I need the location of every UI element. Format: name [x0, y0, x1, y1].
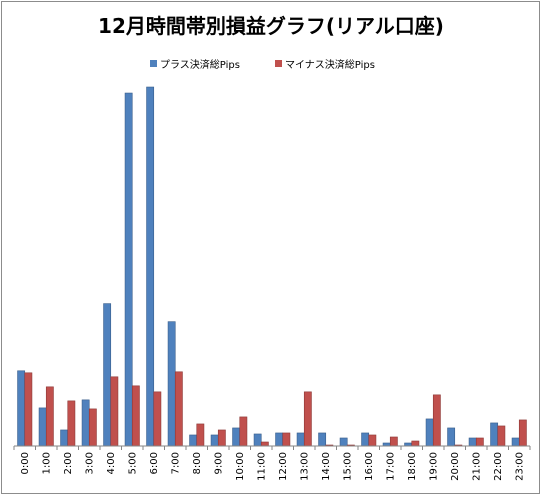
x-tick-label: 21:00	[471, 452, 482, 481]
bar-plus-1400	[318, 432, 327, 447]
bar-plus-700	[167, 321, 176, 447]
x-tick-label: 5:00	[127, 452, 138, 474]
bar-plus-200	[60, 429, 69, 447]
legend-label-plus: プラス決済総Pips	[160, 60, 240, 71]
x-tick-label: 2:00	[63, 452, 74, 474]
bar-plus-600	[146, 86, 155, 447]
x-tick-label: 16:00	[364, 452, 375, 481]
bar-minus-1300	[303, 391, 312, 447]
bar-plus-1200	[275, 432, 284, 447]
legend: プラス決済総Pips マイナス決済総Pips	[0, 56, 542, 71]
x-tick-label: 7:00	[170, 452, 181, 474]
bar-plus-1500	[339, 437, 348, 447]
bar-plus-800	[189, 434, 198, 447]
legend-item-plus: プラス決済総Pips	[150, 56, 240, 71]
x-tick-label: 8:00	[192, 452, 203, 474]
x-tick-label: 17:00	[385, 452, 396, 481]
x-tick-label: 19:00	[428, 452, 439, 481]
bar-minus-1800	[411, 440, 420, 447]
x-tick-label: 3:00	[84, 452, 95, 474]
x-tick-label: 11:00	[256, 452, 267, 481]
bar-plus-1900	[425, 418, 434, 447]
bar-plus-500	[124, 92, 133, 447]
x-tick-label: 4:00	[106, 452, 117, 474]
x-tick-label: 20:00	[450, 452, 461, 481]
bar-plus-100	[38, 407, 47, 447]
bar-plus-2300	[511, 437, 520, 447]
x-tick-label: 18:00	[407, 452, 418, 481]
bar-minus-000	[24, 372, 33, 447]
bar-plus-400	[103, 303, 112, 447]
bar-minus-600	[153, 391, 162, 447]
bar-minus-2300	[518, 419, 527, 447]
bar-plus-2000	[447, 427, 456, 447]
bar-plus-1300	[296, 432, 305, 447]
legend-label-minus: マイナス決済総Pips	[285, 60, 375, 71]
bar-minus-100	[45, 386, 54, 447]
x-tick-label: 0:00	[20, 452, 31, 474]
x-tick-label: 13:00	[299, 452, 310, 481]
bar-minus-1100	[260, 441, 269, 447]
bar-minus-1600	[368, 434, 377, 447]
bar-minus-1700	[389, 436, 398, 447]
bar-minus-900	[217, 429, 226, 447]
bar-minus-400	[110, 376, 119, 447]
bar-plus-2100	[468, 437, 477, 447]
x-tick-label: 22:00	[493, 452, 504, 481]
bar-minus-300	[88, 408, 97, 447]
x-tick-label: 10:00	[235, 452, 246, 481]
bar-plus-2200	[490, 422, 499, 447]
bar-minus-800	[196, 423, 205, 447]
x-tick-label: 9:00	[213, 452, 224, 474]
x-tick-label: 15:00	[342, 452, 353, 481]
legend-item-minus: マイナス決済総Pips	[275, 56, 375, 71]
bar-plus-300	[81, 399, 90, 447]
bar-minus-1900	[432, 394, 441, 447]
legend-swatch-plus	[150, 60, 157, 67]
x-tick-label: 1:00	[41, 452, 52, 474]
bar-minus-1000	[239, 416, 248, 447]
bar-minus-700	[174, 371, 183, 447]
bar-plus-1000	[232, 427, 241, 447]
legend-swatch-minus	[275, 60, 282, 67]
bar-plus-000	[17, 370, 26, 447]
bar-minus-2100	[475, 437, 484, 447]
x-tick-label: 23:00	[514, 452, 525, 481]
bar-minus-500	[131, 385, 140, 447]
bar-plus-1600	[361, 432, 370, 447]
chart-title: 12月時間帯別損益グラフ(リアル口座)	[98, 14, 444, 38]
bar-minus-2200	[497, 425, 506, 447]
bar-minus-200	[67, 400, 76, 447]
bar-plus-900	[210, 434, 219, 447]
x-tick-label: 12:00	[278, 452, 289, 481]
x-tick-label: 14:00	[321, 452, 332, 481]
bar-minus-1200	[282, 432, 291, 447]
bar-plus-1100	[253, 433, 262, 447]
x-tick-label: 6:00	[149, 452, 160, 474]
